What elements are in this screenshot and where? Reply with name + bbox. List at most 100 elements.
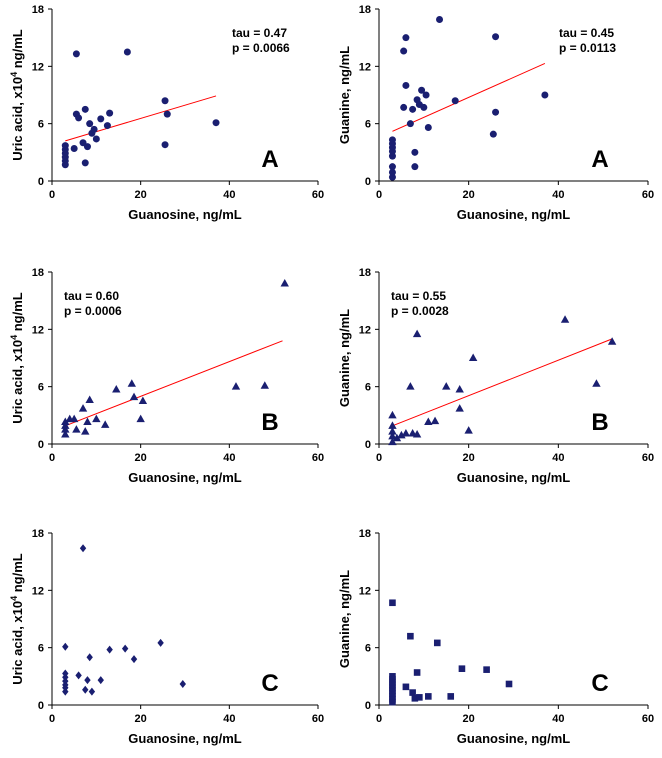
data-point-triangle: [388, 421, 397, 429]
p-value-annotation: p = 0.0113: [559, 41, 616, 55]
x-axis-title: Guanosine, ng/mL: [457, 470, 570, 485]
scatter-panel-uric-C: 0 20 40 60 0 6 12 18 Guanosine, ng/mL Uric acid, …: [9, 528, 324, 746]
x-tick-label: 20: [463, 189, 475, 201]
data-point-circle: [123, 48, 131, 56]
data-point-triangle: [397, 430, 406, 439]
data-point-square: [389, 673, 396, 680]
y-axis-title-main: Guanine, ng/mL: [337, 570, 352, 668]
regression-line: [65, 340, 283, 427]
data-point-diamond: [79, 544, 87, 553]
data-point-triangle: [112, 385, 121, 393]
x-tick-label: 60: [312, 713, 324, 725]
y-tick-label: 0: [38, 700, 44, 712]
data-point-triangle: [424, 417, 433, 426]
data-point-triangle: [442, 382, 451, 390]
data-point-circle: [492, 108, 500, 116]
data-point-triangle: [127, 379, 136, 387]
y-axis-title-units: ng/mL: [10, 292, 25, 335]
y-axis-title: Guanine, ng/mL: [337, 46, 352, 144]
data-point-diamond: [82, 685, 89, 694]
data-point-circle: [402, 34, 410, 42]
data-point-diamond: [179, 679, 186, 688]
data-point-square: [433, 639, 441, 647]
y-tick-label: 18: [359, 4, 371, 16]
y-axis-title-superscript: 4: [9, 335, 19, 340]
data-point-triangle: [412, 429, 422, 438]
data-point-triangle: [388, 431, 397, 440]
data-point-triangle: [406, 382, 415, 390]
data-point-circle: [418, 86, 426, 94]
data-point-square: [413, 669, 421, 676]
data-point-triangle: [61, 417, 70, 426]
data-point-circle: [81, 159, 89, 167]
x-tick-label: 20: [135, 189, 147, 201]
data-point-circle: [411, 163, 419, 171]
scatter-panel-guanine-B: 0 20 40 60 0 6 12 18 Guanosine, ng/mL Guanine, ng…: [337, 267, 654, 485]
data-point-circle: [81, 105, 89, 113]
x-tick-label: 60: [642, 189, 654, 201]
x-tick-label: 60: [642, 452, 654, 464]
y-axis-title-superscript: 4: [9, 72, 19, 77]
y-tick-label: 0: [38, 176, 44, 188]
data-point-square: [483, 666, 490, 673]
y-axis-title-units: ng/mL: [10, 553, 25, 596]
y-axis-title: Uric acid, x104 ng/mL: [9, 29, 25, 161]
data-point-triangle: [83, 417, 92, 426]
x-axis-title: Guanosine, ng/mL: [128, 731, 241, 746]
regression-line: [392, 338, 613, 427]
y-tick-label: 18: [32, 528, 44, 540]
y-tick-label: 6: [38, 643, 44, 655]
y-tick-label: 18: [32, 267, 44, 279]
data-point-diamond: [106, 645, 113, 654]
data-point-triangle: [129, 392, 139, 401]
data-point-triangle: [455, 385, 464, 393]
data-point-triangle: [231, 382, 241, 390]
x-tick-label: 40: [223, 189, 235, 201]
data-point-square: [402, 683, 410, 691]
data-point-triangle: [72, 425, 81, 433]
data-point-diamond: [86, 653, 93, 662]
data-point-diamond: [157, 638, 164, 647]
y-tick-label: 12: [359, 61, 371, 73]
panel-letter-label: A: [261, 146, 278, 173]
data-point-triangle: [260, 381, 269, 389]
data-point-circle: [90, 125, 98, 133]
data-point-circle: [436, 16, 444, 24]
y-tick-label: 12: [359, 585, 371, 597]
data-point-circle: [489, 130, 497, 138]
y-tick-label: 0: [365, 700, 371, 712]
x-axis-title: Guanosine, ng/mL: [128, 470, 241, 485]
panel-letter-label: A: [591, 146, 608, 173]
data-point-circle: [106, 109, 114, 117]
x-tick-label: 0: [49, 189, 55, 201]
x-axis-title: Guanosine, ng/mL: [128, 207, 241, 222]
y-tick-label: 0: [38, 439, 44, 451]
data-point-square: [505, 680, 513, 688]
data-point-circle: [92, 135, 100, 143]
x-tick-label: 60: [642, 713, 654, 725]
regression-line: [392, 63, 546, 132]
y-tick-label: 6: [365, 119, 371, 131]
data-point-circle: [161, 141, 169, 149]
y-axis-title-main: Guanine, ng/mL: [337, 46, 352, 144]
data-point-triangle: [280, 278, 289, 287]
x-tick-label: 0: [376, 713, 382, 725]
data-point-triangle: [136, 414, 145, 423]
data-point-triangle: [101, 420, 110, 428]
data-point-diamond: [62, 669, 69, 678]
scatter-panel-uric-B: 0 20 40 60 0 6 12 18 Guanosine, ng/mL Uric acid, …: [9, 267, 324, 485]
p-value-annotation: p = 0.0028: [391, 304, 449, 318]
x-tick-label: 20: [135, 713, 147, 725]
p-value-annotation: p = 0.0066: [232, 41, 290, 55]
data-point-circle: [424, 123, 432, 131]
data-point-circle: [411, 148, 419, 156]
data-point-triangle: [69, 414, 79, 423]
data-point-triangle: [85, 395, 94, 404]
x-tick-label: 20: [135, 452, 147, 464]
y-axis-title-units: ng/mL: [10, 29, 25, 72]
data-point-circle: [388, 136, 396, 144]
data-point-triangle: [560, 315, 570, 323]
panel-letter-label: B: [591, 409, 608, 436]
data-point-circle: [406, 120, 414, 128]
data-point-triangle: [388, 437, 397, 446]
